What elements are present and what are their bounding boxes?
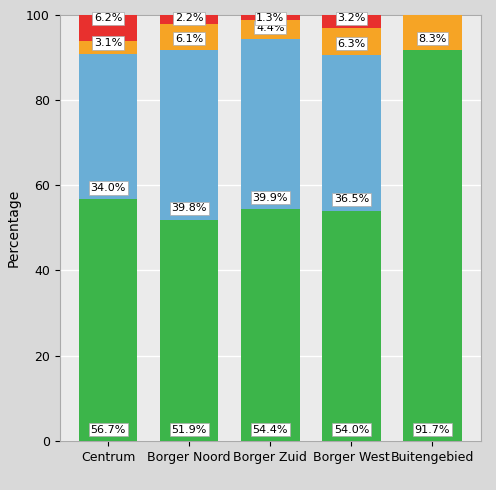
Text: 6.2%: 6.2% (94, 13, 123, 23)
Text: 51.9%: 51.9% (172, 425, 207, 435)
Bar (241, 39, 300, 209)
Bar (241, 20, 300, 39)
Text: 56.7%: 56.7% (90, 425, 126, 435)
Bar (79, 41, 137, 54)
Bar (322, 28, 380, 55)
Text: 54.4%: 54.4% (252, 425, 288, 435)
Bar (160, 24, 218, 50)
Bar (322, 15, 380, 28)
Text: 3.2%: 3.2% (337, 13, 366, 23)
Bar (241, 209, 300, 441)
Bar (160, 50, 218, 220)
Bar (322, 55, 380, 211)
Text: 6.3%: 6.3% (337, 39, 366, 49)
Text: 91.7%: 91.7% (415, 425, 450, 435)
Y-axis label: Percentage: Percentage (6, 189, 20, 267)
Bar (79, 15, 137, 41)
Text: 3.1%: 3.1% (94, 38, 123, 48)
Text: 36.5%: 36.5% (334, 195, 369, 204)
Text: 4.4%: 4.4% (256, 23, 285, 33)
Text: 2.2%: 2.2% (175, 13, 203, 23)
Text: 6.1%: 6.1% (175, 34, 203, 44)
Text: 39.8%: 39.8% (172, 203, 207, 213)
Text: 34.0%: 34.0% (90, 183, 126, 193)
Bar (79, 199, 137, 441)
Bar (241, 15, 300, 20)
Text: 54.0%: 54.0% (334, 425, 369, 435)
Bar (403, 15, 462, 50)
Bar (403, 50, 462, 441)
Text: 39.9%: 39.9% (252, 193, 288, 203)
Bar (79, 54, 137, 199)
Bar (160, 220, 218, 441)
Bar (160, 15, 218, 24)
Bar (322, 211, 380, 441)
Text: 1.3%: 1.3% (256, 13, 284, 23)
Text: 8.3%: 8.3% (418, 34, 447, 44)
